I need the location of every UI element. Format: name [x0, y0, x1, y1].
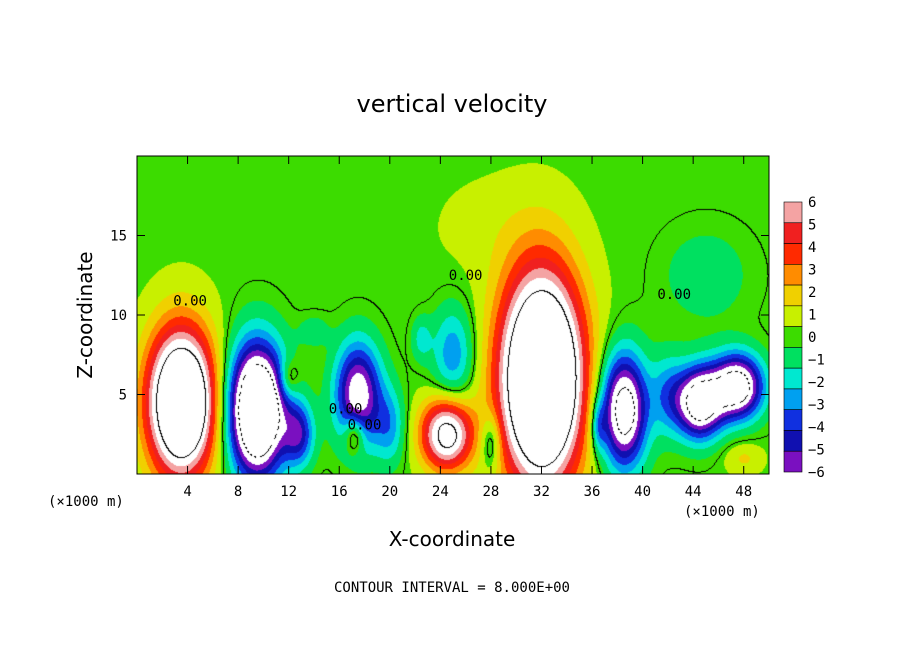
y-tick-label: 5 [119, 388, 127, 404]
colorbar-segment [783, 430, 803, 452]
y-axis-ticks: 5 10 15 [110, 229, 769, 404]
x-tick-label: 28 [482, 484, 499, 500]
colorbar-segment [783, 243, 803, 265]
x-tick-label: 44 [685, 484, 702, 500]
x-axis-label: X-coordinate [389, 527, 516, 551]
contour-label: 0.00 [657, 287, 691, 303]
colorbar-segment [783, 264, 803, 286]
x-axis-ticks: 4 8 12 16 20 24 28 32 36 40 44 48 [183, 156, 752, 500]
y-tick-label: 15 [110, 229, 127, 245]
y-tick-label: 10 [110, 308, 127, 324]
contour-labels: 0.000.000.000.000.00 [173, 268, 691, 433]
x-tick-label: 48 [735, 484, 752, 500]
x-tick-label: 40 [634, 484, 651, 500]
x-unit-label-left: (×1000 m) [48, 494, 124, 510]
colorbar-segment [783, 326, 803, 348]
colorbar-segment [783, 347, 803, 369]
colorbar-segment [783, 201, 803, 224]
x-tick-label: 4 [183, 484, 191, 500]
colorbar-segment [783, 450, 803, 473]
contour-label: 0.00 [329, 402, 363, 418]
colorbar-segment [783, 388, 803, 410]
colorbar-label: 5 [808, 218, 816, 234]
colorbar-label: 6 [808, 195, 816, 211]
colorbar-label: −5 [808, 443, 825, 459]
contour-label: 0.00 [173, 293, 207, 309]
colorbar-segment [783, 367, 803, 390]
contour-interval-note: CONTOUR INTERVAL = 8.000E+00 [334, 580, 570, 596]
colorbar-label: −4 [808, 420, 825, 436]
x-tick-label: 36 [584, 484, 601, 500]
x-tick-label: 16 [331, 484, 348, 500]
x-tick-label: 32 [533, 484, 550, 500]
colorbar: 6 5 4 3 2 1 0 −1 −2 −3 −4 −5 −6 [783, 195, 825, 481]
colorbar-label: 4 [808, 240, 816, 256]
x-tick-label: 24 [432, 484, 449, 500]
y-axis-label: Z-coordinate [73, 251, 97, 378]
contour-label: 0.00 [348, 417, 382, 433]
plot-area: 0.000.000.000.000.00 4 8 12 16 20 24 28 32 36 40 4… [110, 155, 770, 500]
colorbar-label: 1 [808, 308, 816, 324]
chart-title: vertical velocity [357, 90, 548, 118]
colorbar-segment [783, 305, 803, 327]
colorbar-label: −2 [808, 375, 825, 391]
colorbar-segment [783, 409, 803, 431]
colorbar-label: 3 [808, 263, 816, 279]
x-tick-label: 20 [381, 484, 398, 500]
x-tick-label: 12 [280, 484, 297, 500]
heatmap-canvas [137, 156, 769, 474]
colorbar-segment [783, 284, 803, 307]
x-unit-label-right: (×1000 m) [684, 504, 760, 520]
colorbar-label: 0 [808, 330, 816, 346]
colorbar-label: −6 [808, 465, 825, 481]
colorbar-label: 2 [808, 285, 816, 301]
x-tick-label: 8 [234, 484, 242, 500]
contour-label: 0.00 [449, 268, 483, 284]
colorbar-label: −3 [808, 398, 825, 414]
colorbar-segment [783, 222, 803, 244]
colorbar-label: −1 [808, 353, 825, 369]
